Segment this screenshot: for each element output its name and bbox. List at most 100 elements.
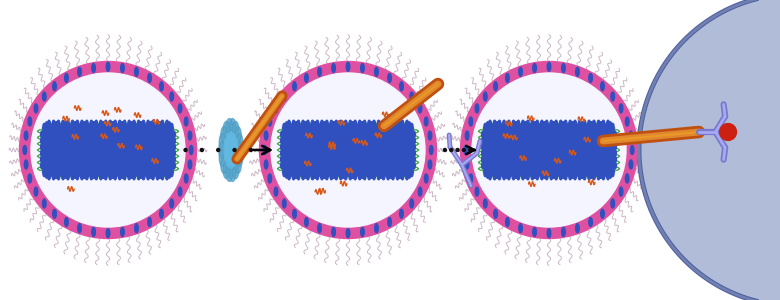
- Ellipse shape: [48, 148, 51, 155]
- Ellipse shape: [135, 67, 138, 76]
- Ellipse shape: [64, 165, 67, 172]
- Ellipse shape: [600, 153, 602, 160]
- Ellipse shape: [55, 128, 57, 135]
- Ellipse shape: [321, 136, 323, 142]
- Ellipse shape: [493, 123, 496, 130]
- Polygon shape: [549, 152, 558, 154]
- Polygon shape: [277, 130, 286, 133]
- Ellipse shape: [531, 126, 534, 133]
- Ellipse shape: [488, 154, 491, 161]
- Ellipse shape: [368, 161, 370, 167]
- Ellipse shape: [406, 133, 409, 139]
- Ellipse shape: [392, 126, 394, 133]
- Ellipse shape: [52, 120, 55, 127]
- Ellipse shape: [112, 122, 114, 128]
- Ellipse shape: [403, 150, 406, 156]
- Ellipse shape: [576, 125, 579, 131]
- Ellipse shape: [95, 152, 98, 158]
- Circle shape: [233, 148, 236, 152]
- Ellipse shape: [349, 151, 352, 158]
- Ellipse shape: [491, 137, 494, 144]
- Ellipse shape: [597, 152, 600, 158]
- Ellipse shape: [389, 147, 392, 153]
- Ellipse shape: [508, 133, 510, 139]
- Ellipse shape: [90, 170, 93, 177]
- Polygon shape: [611, 167, 620, 170]
- Ellipse shape: [543, 153, 546, 160]
- Ellipse shape: [406, 145, 409, 152]
- Ellipse shape: [403, 169, 406, 175]
- Ellipse shape: [335, 142, 338, 149]
- Ellipse shape: [339, 152, 342, 158]
- Ellipse shape: [105, 120, 107, 127]
- Ellipse shape: [321, 130, 323, 136]
- Polygon shape: [89, 146, 98, 148]
- Ellipse shape: [330, 133, 333, 139]
- Ellipse shape: [86, 161, 88, 167]
- Ellipse shape: [508, 133, 510, 139]
- Ellipse shape: [538, 150, 541, 156]
- Ellipse shape: [323, 147, 325, 153]
- Ellipse shape: [318, 169, 321, 175]
- Ellipse shape: [105, 139, 107, 146]
- Ellipse shape: [285, 165, 288, 172]
- Ellipse shape: [52, 167, 55, 174]
- Polygon shape: [549, 146, 558, 148]
- Ellipse shape: [130, 147, 133, 153]
- Ellipse shape: [302, 136, 304, 142]
- Ellipse shape: [97, 137, 100, 144]
- Ellipse shape: [290, 131, 292, 138]
- Polygon shape: [386, 158, 395, 161]
- Ellipse shape: [297, 126, 300, 133]
- Ellipse shape: [142, 145, 145, 152]
- Polygon shape: [395, 170, 405, 173]
- Ellipse shape: [406, 158, 409, 164]
- Ellipse shape: [512, 154, 515, 161]
- Ellipse shape: [488, 164, 491, 170]
- Ellipse shape: [557, 144, 559, 150]
- Ellipse shape: [307, 126, 309, 133]
- Ellipse shape: [358, 152, 361, 158]
- Ellipse shape: [352, 165, 354, 172]
- Ellipse shape: [392, 164, 394, 170]
- Ellipse shape: [370, 165, 373, 172]
- Ellipse shape: [344, 152, 347, 158]
- Ellipse shape: [380, 122, 382, 128]
- Ellipse shape: [578, 120, 581, 127]
- Ellipse shape: [614, 144, 616, 150]
- Ellipse shape: [166, 133, 168, 139]
- Ellipse shape: [83, 165, 86, 172]
- Ellipse shape: [574, 148, 576, 155]
- Circle shape: [456, 148, 459, 152]
- Polygon shape: [42, 139, 51, 142]
- Ellipse shape: [57, 139, 59, 146]
- Ellipse shape: [569, 126, 572, 133]
- Ellipse shape: [354, 170, 356, 177]
- Ellipse shape: [87, 125, 90, 131]
- Ellipse shape: [517, 136, 519, 142]
- Ellipse shape: [109, 151, 112, 158]
- Wedge shape: [639, 0, 780, 300]
- Ellipse shape: [573, 136, 576, 142]
- Ellipse shape: [156, 158, 159, 164]
- Ellipse shape: [101, 153, 105, 160]
- Ellipse shape: [512, 127, 515, 133]
- Ellipse shape: [57, 148, 60, 155]
- Ellipse shape: [48, 170, 51, 177]
- Ellipse shape: [43, 136, 45, 142]
- Ellipse shape: [382, 142, 385, 148]
- Ellipse shape: [128, 130, 130, 136]
- Ellipse shape: [100, 126, 102, 133]
- Ellipse shape: [410, 152, 413, 158]
- Polygon shape: [348, 146, 357, 148]
- Polygon shape: [42, 170, 51, 173]
- Ellipse shape: [562, 165, 565, 172]
- Ellipse shape: [94, 158, 98, 164]
- Ellipse shape: [83, 122, 86, 128]
- Ellipse shape: [66, 133, 69, 139]
- Ellipse shape: [368, 139, 370, 146]
- Ellipse shape: [151, 151, 154, 158]
- Ellipse shape: [607, 130, 609, 136]
- Ellipse shape: [57, 136, 60, 142]
- Ellipse shape: [382, 123, 385, 130]
